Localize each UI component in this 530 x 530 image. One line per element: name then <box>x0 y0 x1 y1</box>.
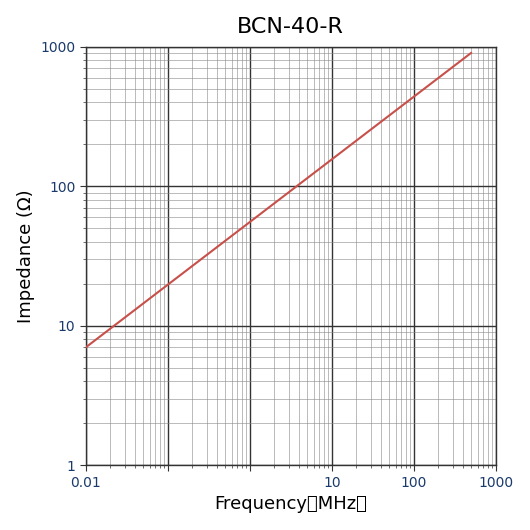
Y-axis label: Impedance (Ω): Impedance (Ω) <box>16 189 34 323</box>
Title: BCN-40-R: BCN-40-R <box>237 16 344 37</box>
X-axis label: Frequency（MHz）: Frequency（MHz） <box>214 496 367 514</box>
